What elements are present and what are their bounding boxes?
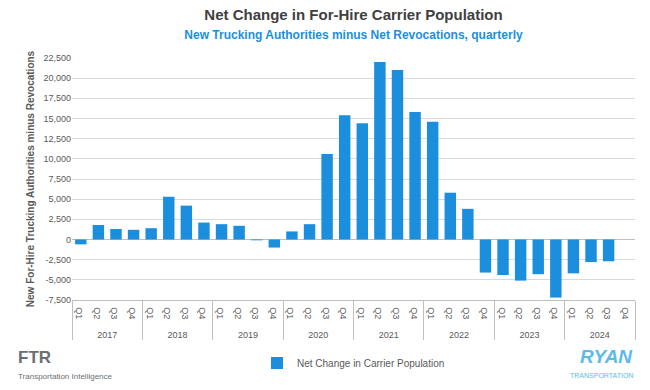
svg-text:Q3: Q3 [321,307,331,319]
svg-text:Q1: Q1 [74,307,84,319]
svg-text:7,500: 7,500 [48,174,71,184]
svg-text:2018: 2018 [168,330,188,340]
svg-text:Q3: Q3 [250,307,260,319]
svg-text:12,500: 12,500 [43,134,71,144]
svg-text:Q1: Q1 [426,307,436,319]
svg-text:-7,500: -7,500 [45,295,71,305]
svg-text:Q4: Q4 [268,307,278,319]
svg-text:Q3: Q3 [602,307,612,319]
svg-text:Q2: Q2 [162,307,172,319]
svg-text:Net Change in Carrier Populati: Net Change in Carrier Population [297,358,444,369]
svg-text:Q1: Q1 [215,307,225,319]
svg-text:Q3: Q3 [391,307,401,319]
svg-text:2024: 2024 [590,330,610,340]
svg-text:2021: 2021 [379,330,399,340]
svg-text:Q4: Q4 [620,307,630,319]
svg-text:Q4: Q4 [479,307,489,319]
svg-text:2022: 2022 [449,330,469,340]
svg-text:Q1: Q1 [567,307,577,319]
svg-text:Q1: Q1 [285,307,295,319]
svg-text:Transportation Intelligence: Transportation Intelligence [18,372,113,381]
svg-text:5,000: 5,000 [48,194,71,204]
svg-text:Net Change in For-Hire Carrier: Net Change in For-Hire Carrier Populatio… [184,6,523,43]
svg-text:Q2: Q2 [585,307,595,319]
svg-text:2020: 2020 [308,330,328,340]
svg-text:Q2: Q2 [373,307,383,319]
svg-text:2017: 2017 [97,330,117,340]
svg-text:Q1: Q1 [356,307,366,319]
svg-text:-5,000: -5,000 [45,275,71,285]
svg-text:Q4: Q4 [549,307,559,319]
svg-text:Q1: Q1 [145,307,155,319]
svg-text:TRANSPORTATION: TRANSPORTATION [570,372,633,379]
svg-text:Q4: Q4 [338,307,348,319]
svg-text:22,500: 22,500 [43,53,71,63]
svg-text:2,500: 2,500 [48,214,71,224]
svg-text:Q2: Q2 [303,307,313,319]
svg-text:Q3: Q3 [532,307,542,319]
svg-text:Q4: Q4 [409,307,419,319]
svg-text:0: 0 [66,235,71,245]
svg-text:New For-Hire Trucking Authorit: New For-Hire Trucking Authorities minus … [25,50,36,307]
svg-text:17,500: 17,500 [43,93,71,103]
svg-text:FTR: FTR [18,348,51,367]
svg-text:Q2: Q2 [514,307,524,319]
svg-text:2019: 2019 [238,330,258,340]
svg-text:RYAN: RYAN [580,346,633,367]
svg-text:Q4: Q4 [197,307,207,319]
svg-text:Q3: Q3 [461,307,471,319]
svg-text:Q2: Q2 [92,307,102,319]
svg-text:Q2: Q2 [444,307,454,319]
svg-text:10,000: 10,000 [43,154,71,164]
svg-text:-2,500: -2,500 [45,255,71,265]
svg-text:Q4: Q4 [127,307,137,319]
svg-text:Q3: Q3 [180,307,190,319]
svg-text:2023: 2023 [519,330,539,340]
svg-text:Q2: Q2 [233,307,243,319]
svg-text:15,000: 15,000 [43,114,71,124]
svg-text:20,000: 20,000 [43,73,71,83]
svg-text:Q3: Q3 [109,307,119,319]
svg-text:Q1: Q1 [497,307,507,319]
